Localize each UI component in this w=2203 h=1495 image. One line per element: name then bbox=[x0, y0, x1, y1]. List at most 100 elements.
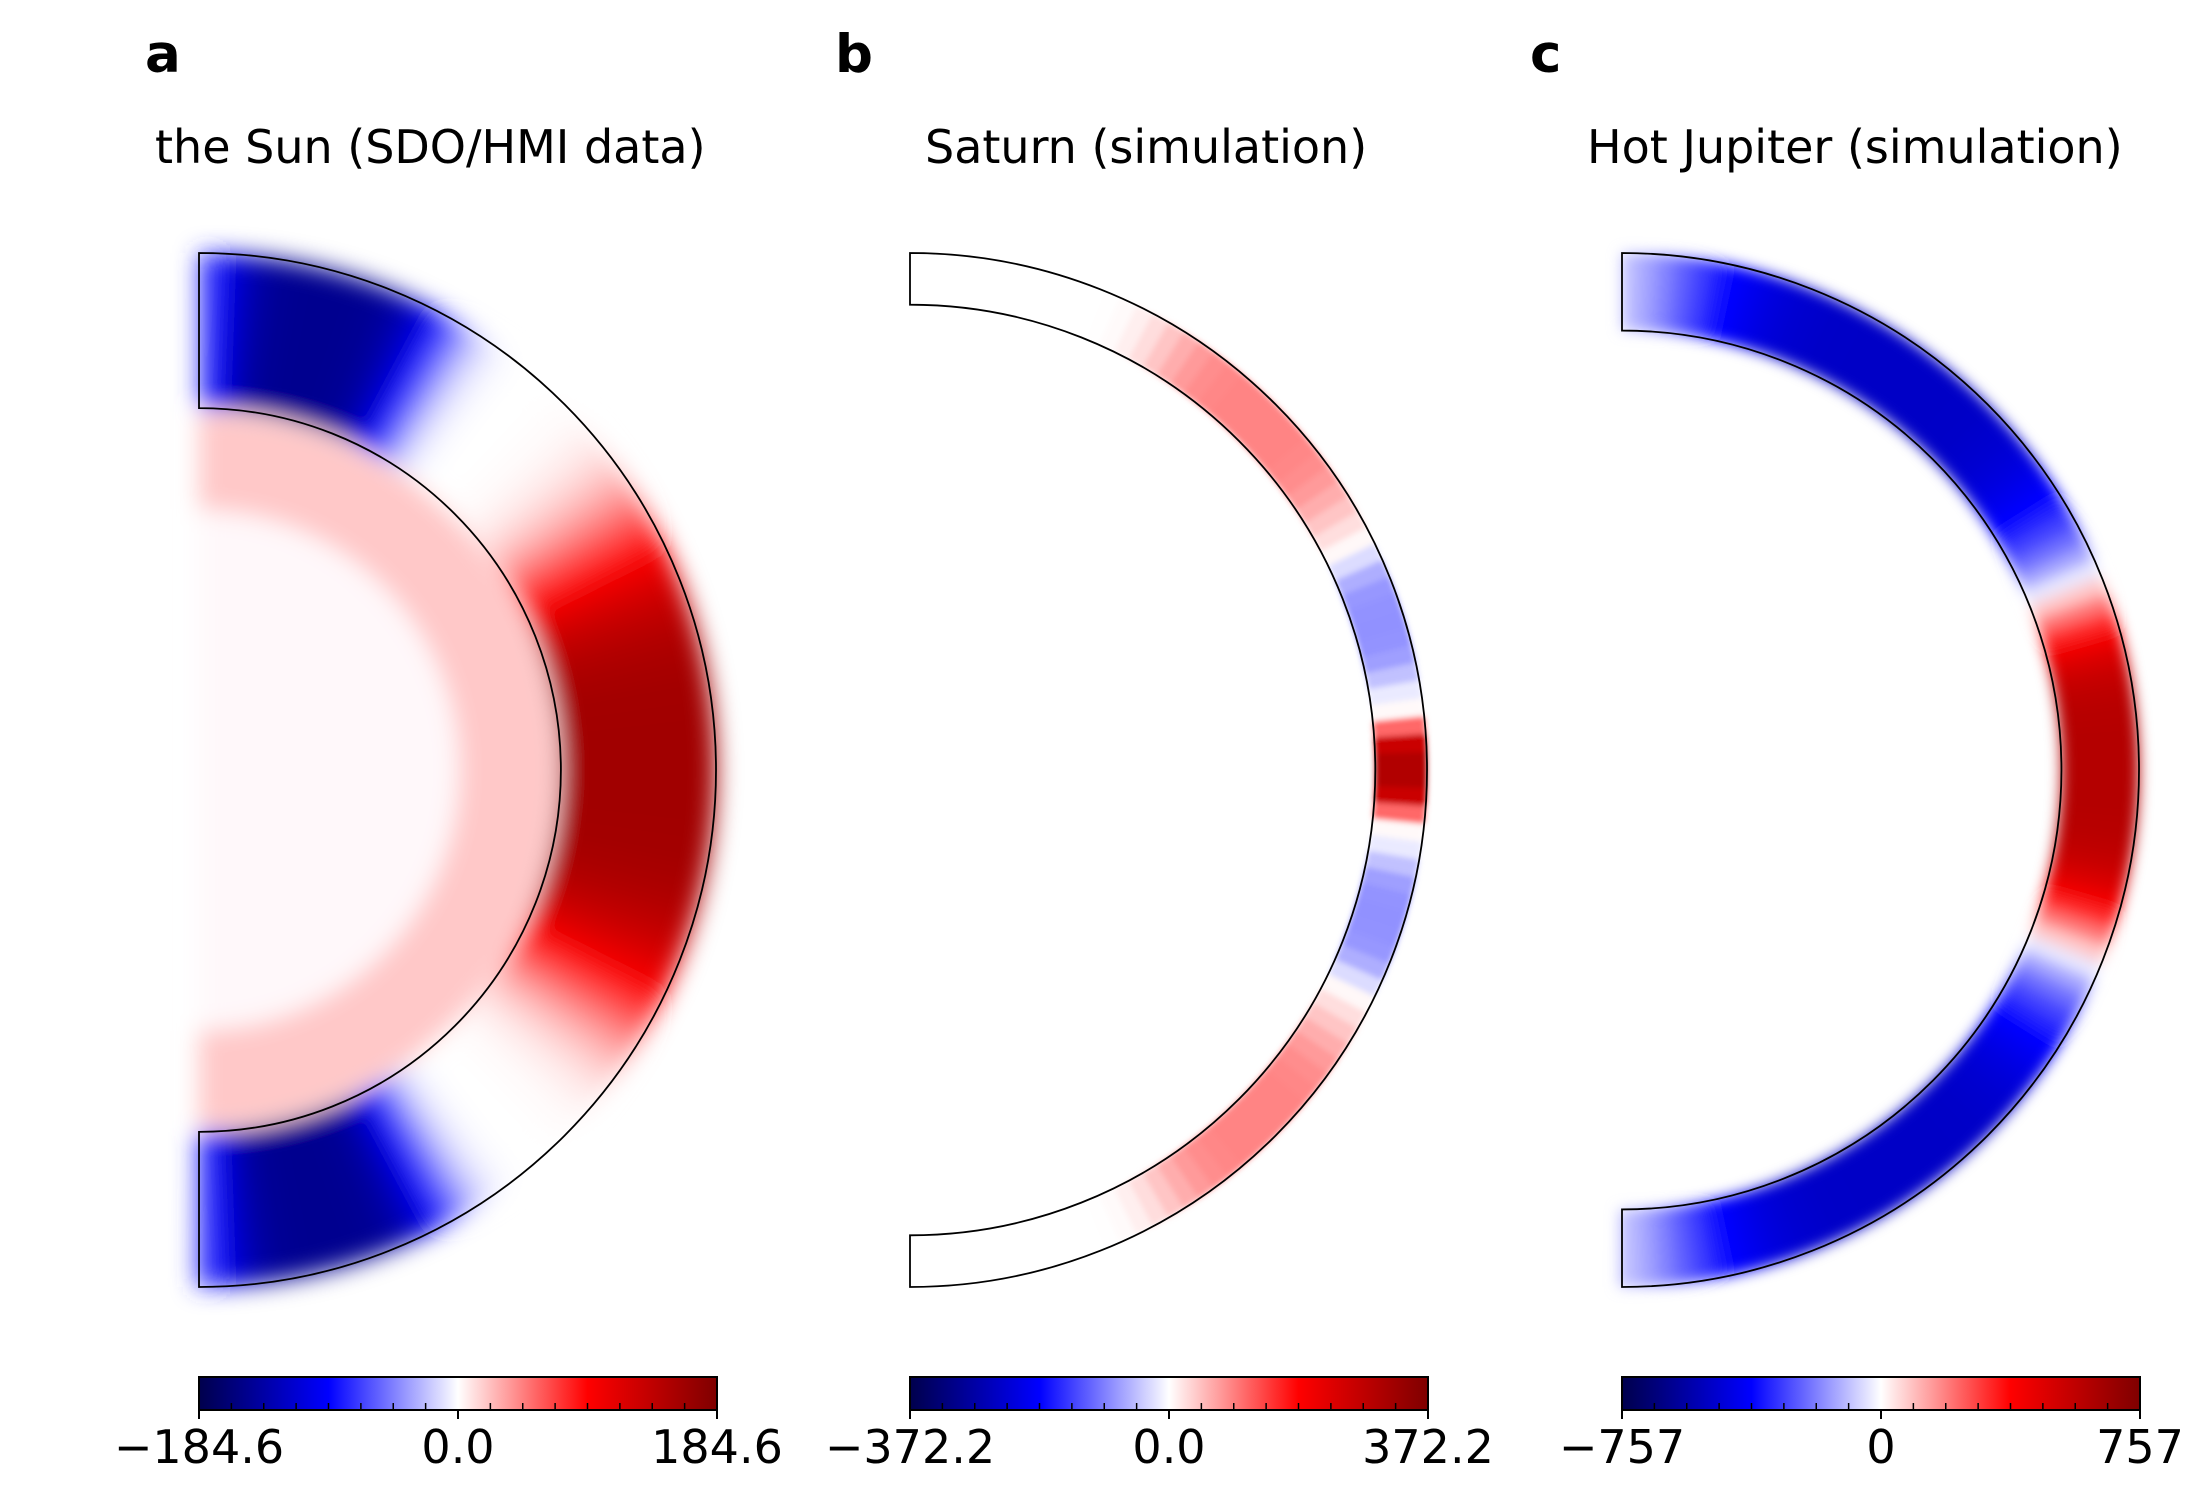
colorbar-max-label-b: 372.2 bbox=[1362, 1420, 1494, 1474]
shell-band bbox=[1020, 1217, 1053, 1273]
shell-band bbox=[1696, 1199, 1730, 1280]
shell-band bbox=[1976, 1015, 2051, 1077]
shell-band bbox=[1968, 451, 2042, 514]
colorbar-minor-ticks-b bbox=[909, 1403, 1429, 1419]
shell-band bbox=[1221, 385, 1272, 437]
shell-band bbox=[517, 928, 664, 1016]
shell-band bbox=[346, 297, 429, 446]
colorbar-minor-ticks-c bbox=[1621, 1403, 2141, 1419]
shell-band bbox=[1084, 290, 1123, 346]
shell-band bbox=[1904, 373, 1970, 445]
shell-band bbox=[1957, 1040, 2030, 1105]
shell-band bbox=[1183, 351, 1231, 405]
shell-band bbox=[1156, 331, 1202, 386]
panel-c: c Hot Jupiter (simulation) −757 0 757 bbox=[1530, 24, 2184, 1474]
shell-band bbox=[1798, 1164, 1849, 1244]
shell-band bbox=[298, 273, 362, 427]
shell-plot-c bbox=[1619, 252, 2140, 1288]
shell-band bbox=[1351, 898, 1407, 933]
shell-band bbox=[1740, 1187, 1782, 1268]
shell-band bbox=[1890, 1106, 1955, 1180]
shell-band bbox=[1126, 1172, 1169, 1228]
shell-band bbox=[560, 733, 716, 760]
shell-band bbox=[1207, 1115, 1256, 1168]
shell-band bbox=[1635, 1208, 1659, 1287]
shell-band bbox=[557, 807, 714, 845]
shell-outline-c bbox=[1621, 252, 2140, 1288]
shell-band bbox=[420, 1047, 532, 1180]
shell-band bbox=[1755, 1182, 1799, 1263]
shell-band bbox=[379, 322, 476, 465]
shell-band bbox=[557, 698, 714, 735]
shell-band bbox=[523, 917, 672, 1000]
velocity-field-a bbox=[196, 253, 716, 1287]
shell-band bbox=[1812, 1158, 1865, 1236]
shell-band bbox=[1938, 410, 2009, 478]
panel-b: b Saturn (simulation) −372.2 0.0 372.2 bbox=[825, 24, 1494, 1474]
shell-band bbox=[430, 1038, 545, 1168]
shell-band bbox=[1784, 1171, 1833, 1251]
shell-band bbox=[497, 961, 638, 1062]
shell-band bbox=[1069, 284, 1107, 340]
shell-band bbox=[483, 982, 618, 1091]
shell-band bbox=[1352, 610, 1408, 645]
shell-band bbox=[1892, 362, 1957, 435]
colorbar-c: −757 0 757 bbox=[1559, 1376, 2184, 1474]
shell-band bbox=[334, 290, 412, 441]
shell-band bbox=[1082, 1195, 1121, 1251]
shell-band bbox=[378, 1076, 473, 1220]
shell-band bbox=[476, 437, 609, 549]
shell-band bbox=[1880, 351, 1943, 426]
shell-band bbox=[1986, 480, 2062, 540]
shell-band bbox=[449, 1021, 571, 1144]
shell-band bbox=[459, 410, 586, 530]
velocity-field-b bbox=[907, 253, 1427, 1287]
shell-band bbox=[1619, 1209, 1641, 1287]
shell-band bbox=[2001, 976, 2079, 1031]
shell-band bbox=[2016, 543, 2096, 594]
shell-band bbox=[1728, 268, 1768, 349]
shell-band bbox=[2044, 627, 2125, 666]
shell-band bbox=[1340, 929, 1396, 967]
shell-band bbox=[1286, 466, 1341, 512]
shell-band bbox=[549, 845, 705, 898]
shell-band bbox=[421, 362, 534, 494]
shell-band bbox=[1865, 1125, 1926, 1201]
shell-band bbox=[322, 284, 396, 436]
shell-band bbox=[247, 1126, 289, 1283]
shell-band bbox=[552, 662, 709, 710]
shell-band bbox=[1097, 1188, 1137, 1244]
shell-band bbox=[1993, 989, 2070, 1047]
shell-band bbox=[296, 1114, 359, 1268]
shell-band bbox=[1841, 322, 1899, 399]
shell-band bbox=[1038, 273, 1073, 329]
shell-band bbox=[1985, 1002, 2061, 1062]
panel-a: a the Sun (SDO/HMI data) −184.6 0.0 184.… bbox=[114, 24, 783, 1474]
shell-band bbox=[907, 1235, 929, 1287]
shell-band bbox=[1334, 944, 1390, 983]
shell-band bbox=[1772, 284, 1819, 364]
shell-band bbox=[2061, 751, 2139, 773]
shell-band bbox=[1698, 260, 1733, 341]
shell-band bbox=[1194, 1126, 1243, 1180]
shell-band bbox=[1066, 1201, 1104, 1257]
shell-band bbox=[410, 1055, 518, 1190]
shell-band bbox=[524, 543, 673, 625]
colorbar-max-label-c: 757 bbox=[2096, 1420, 2184, 1474]
shell-band bbox=[284, 1117, 342, 1273]
shell-band bbox=[1328, 543, 1384, 583]
shell-band bbox=[1022, 268, 1056, 324]
colorbar-mid-label-b: 0.0 bbox=[1132, 1420, 1205, 1474]
shell-band bbox=[2039, 891, 2119, 933]
shell-band bbox=[1867, 341, 1929, 416]
shell-band bbox=[546, 627, 702, 685]
shell-band bbox=[499, 480, 639, 580]
shell-band bbox=[2043, 876, 2124, 916]
shell-band bbox=[1294, 1016, 1349, 1062]
shell-band bbox=[1006, 264, 1038, 320]
shell-band bbox=[1878, 1116, 1941, 1190]
shell-band bbox=[466, 1002, 596, 1118]
shell-band bbox=[390, 331, 491, 472]
shell-band bbox=[560, 751, 716, 773]
shell-band bbox=[1335, 559, 1391, 598]
